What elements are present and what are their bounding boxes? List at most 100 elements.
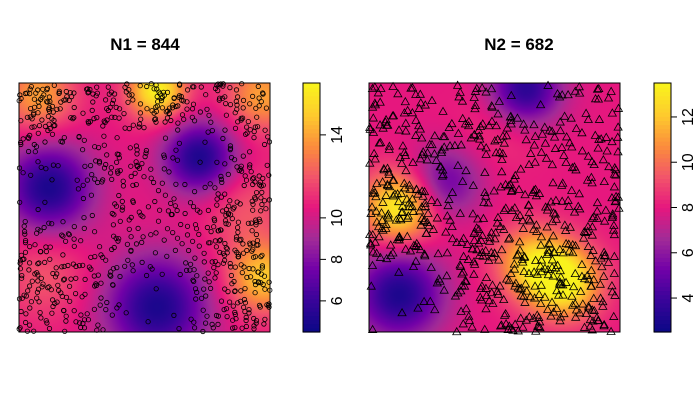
data-point [116, 302, 122, 308]
colorbar-tick-label: 10 [329, 209, 346, 227]
data-point [470, 100, 481, 110]
data-point [93, 281, 99, 287]
data-point [78, 238, 84, 244]
colorbar-step [654, 286, 671, 292]
data-point [222, 286, 228, 292]
data-point [477, 83, 487, 92]
colorbar-step [654, 128, 671, 134]
data-point [204, 313, 210, 319]
data-point [98, 295, 104, 301]
colorbar-step [654, 290, 671, 296]
colorbar-tick-label: 8 [680, 203, 697, 212]
data-point [247, 164, 253, 170]
data-point [17, 325, 23, 331]
data-point [202, 139, 208, 145]
data-point [222, 94, 228, 100]
data-point [484, 295, 495, 305]
data-point [428, 224, 439, 233]
data-point [173, 181, 179, 187]
data-point [445, 141, 455, 150]
data-point [607, 136, 617, 146]
data-point [470, 103, 480, 113]
data-point [607, 212, 617, 222]
data-point [90, 99, 96, 105]
data-point [420, 251, 430, 260]
data-point [367, 324, 378, 333]
data-point [419, 249, 430, 258]
data-point [39, 284, 45, 290]
data-point [464, 116, 474, 125]
data-point [109, 100, 116, 107]
data-point [212, 258, 218, 265]
data-point [138, 212, 144, 218]
data-point [551, 263, 561, 272]
data-point [405, 246, 416, 255]
data-point [549, 247, 559, 256]
data-point [515, 237, 525, 246]
data-point [174, 235, 181, 241]
colorbar-step [654, 107, 671, 113]
data-point [117, 218, 123, 224]
data-point [114, 159, 120, 165]
data-point [164, 253, 170, 259]
data-point [254, 114, 260, 120]
data-point [253, 217, 259, 223]
data-point [409, 240, 419, 249]
data-point [558, 280, 568, 289]
data-point [139, 161, 145, 167]
data-point [479, 197, 489, 206]
data-point [570, 268, 580, 278]
colorbar-step [654, 182, 671, 188]
data-point [402, 105, 413, 114]
data-point [97, 302, 103, 308]
colorbar-step [303, 141, 320, 146]
data-point [55, 282, 61, 288]
data-point [50, 109, 56, 115]
data-point [155, 188, 162, 194]
data-point [565, 222, 575, 231]
data-point [582, 226, 593, 235]
data-point [130, 199, 136, 205]
data-point [126, 226, 132, 232]
data-point [484, 255, 494, 264]
data-point [27, 305, 33, 311]
data-point [384, 144, 394, 153]
data-point [170, 102, 176, 108]
data-point [93, 158, 99, 164]
data-point [415, 89, 425, 98]
data-point [573, 201, 583, 210]
data-point [541, 153, 552, 162]
data-point [582, 175, 593, 184]
data-point [438, 169, 448, 179]
data-point [417, 133, 427, 142]
data-point [506, 268, 516, 277]
data-point [85, 317, 92, 323]
data-point [128, 163, 134, 169]
data-point [122, 84, 128, 90]
data-point [456, 306, 466, 315]
data-point [607, 108, 618, 117]
data-point [197, 209, 203, 215]
data-point [427, 95, 437, 104]
data-point [81, 137, 87, 143]
data-point [206, 240, 212, 246]
data-point [509, 264, 520, 273]
data-point [383, 120, 393, 129]
data-point [23, 311, 29, 317]
data-point [255, 83, 261, 90]
data-point [404, 202, 414, 211]
data-point [257, 182, 263, 188]
data-point [23, 293, 29, 299]
data-point [36, 103, 42, 110]
colorbar-step [303, 116, 320, 121]
data-point [370, 82, 380, 91]
data-point [252, 196, 259, 202]
data-point [256, 95, 262, 101]
data-point [28, 84, 34, 90]
colorbar-step [654, 136, 671, 142]
data-point [35, 272, 41, 278]
data-point [561, 277, 571, 286]
data-point [110, 282, 116, 288]
data-point [208, 229, 214, 235]
data-point [594, 83, 604, 93]
